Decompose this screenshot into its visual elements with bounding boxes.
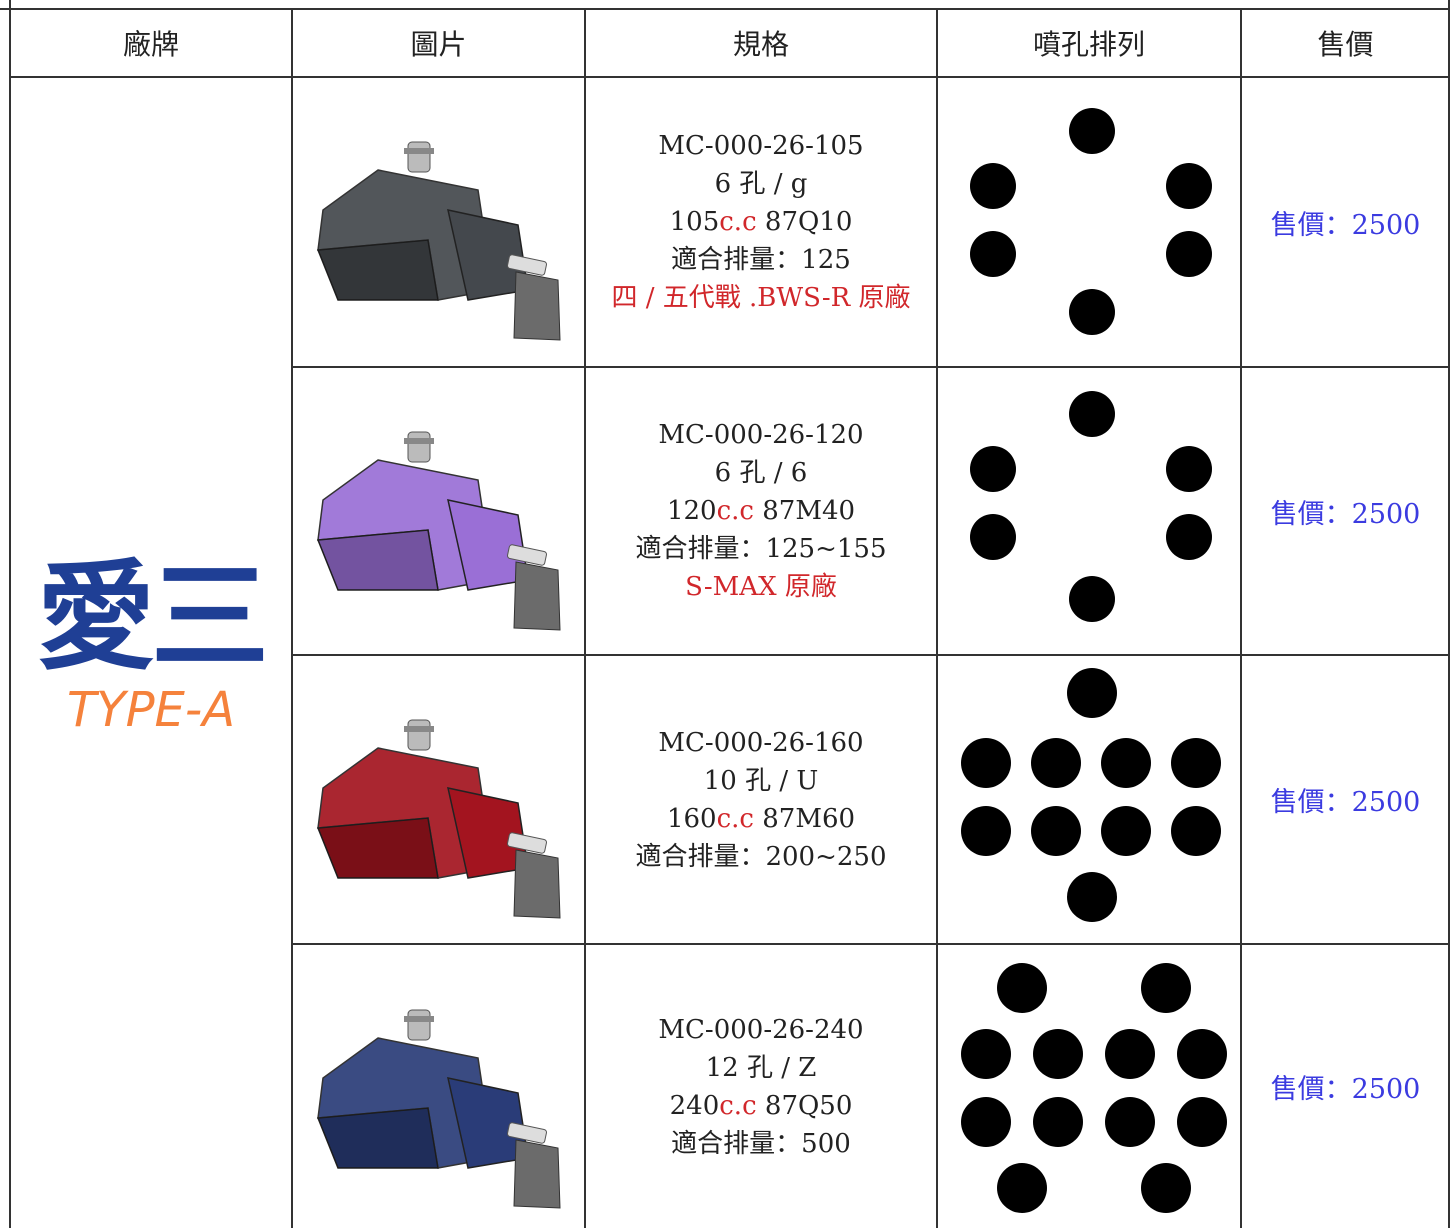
note: 四 / 五代戰 .BWS-R 原廠 xyxy=(611,283,911,313)
cc-num: 105 xyxy=(669,207,720,237)
holes: 6 孔 / g xyxy=(714,169,808,199)
hole-pattern xyxy=(961,668,1221,922)
rule xyxy=(292,943,1450,945)
cc-unit: c.c xyxy=(716,496,754,526)
brand: 愛三 TYPE-A xyxy=(10,520,292,770)
hole-pattern xyxy=(970,391,1212,622)
rule xyxy=(292,366,1450,368)
fit: 適合排量：200~250 xyxy=(635,841,887,872)
cc-num: 240 xyxy=(669,1090,720,1121)
holes: 10 孔 / U xyxy=(703,765,819,796)
code: 87Q10 xyxy=(756,207,853,237)
header-cell: 廠牌 xyxy=(122,28,179,61)
injector-image xyxy=(317,719,561,919)
hole-pattern xyxy=(961,963,1227,1213)
spec: MC-000-26-120 6 孔 / 6 120c.c 87M40 適合排量：… xyxy=(585,368,937,654)
price: 售價：2500 xyxy=(1270,209,1421,241)
fit: 適合排量：500 xyxy=(671,1128,851,1159)
rule xyxy=(0,8,1450,10)
cc: 120c.c 87M40 xyxy=(667,492,855,530)
part-no: MC-000-26-240 xyxy=(658,1014,864,1045)
spec: MC-000-26-105 6 孔 / g 105c.c 87Q10 適合排量：… xyxy=(585,78,937,366)
cc-num: 160 xyxy=(666,803,717,834)
code: 87M60 xyxy=(753,803,856,834)
injector-image xyxy=(317,431,561,631)
rule xyxy=(936,8,938,1228)
part-no: MC-000-26-120 xyxy=(658,420,864,450)
injector-image xyxy=(317,141,561,341)
part-no: MC-000-26-105 xyxy=(658,131,864,161)
brand-name: 愛三 xyxy=(36,548,269,686)
fit: 適合排量：125~155 xyxy=(635,534,887,564)
cc: 240c.c 87Q50 xyxy=(670,1087,853,1125)
holes: 12 孔 / Z xyxy=(705,1052,817,1083)
cc-unit: c.c xyxy=(716,803,754,834)
header-cell: 售價 xyxy=(1317,28,1374,61)
part-no: MC-000-26-160 xyxy=(658,727,864,758)
spec: MC-000-26-160 10 孔 / U 160c.c 87M60 適合排量… xyxy=(585,656,937,943)
rule xyxy=(10,76,1450,78)
holes: 6 孔 / 6 xyxy=(714,458,808,488)
cc: 160c.c 87M60 xyxy=(667,800,855,838)
injector-image xyxy=(317,1009,561,1209)
price: 售價：2500 xyxy=(1270,498,1421,530)
note: S-MAX 原廠 xyxy=(685,572,837,602)
price: 售價：2500 xyxy=(1270,1074,1421,1105)
rule xyxy=(1240,8,1242,1228)
header-cell: 噴孔排列 xyxy=(1032,28,1145,61)
rule xyxy=(584,8,586,1228)
rule xyxy=(1448,0,1450,1228)
rule xyxy=(9,0,11,1228)
code: 87Q50 xyxy=(756,1090,853,1121)
hole-pattern xyxy=(970,108,1212,335)
rule xyxy=(291,8,293,1228)
rule xyxy=(292,654,1450,656)
brand-type: TYPE-A xyxy=(66,682,236,738)
code: 87M40 xyxy=(753,496,856,526)
cc-unit: c.c xyxy=(719,207,757,237)
header-cell: 圖片 xyxy=(410,28,467,61)
cc-num: 120 xyxy=(666,496,717,526)
cc: 105c.c 87Q10 xyxy=(670,203,853,241)
header-cell: 規格 xyxy=(732,28,789,61)
cc-unit: c.c xyxy=(719,1090,757,1121)
spec: MC-000-26-240 12 孔 / Z 240c.c 87Q50 適合排量… xyxy=(585,945,937,1228)
fit: 適合排量：125 xyxy=(671,245,851,275)
price: 售價：2500 xyxy=(1270,787,1421,818)
